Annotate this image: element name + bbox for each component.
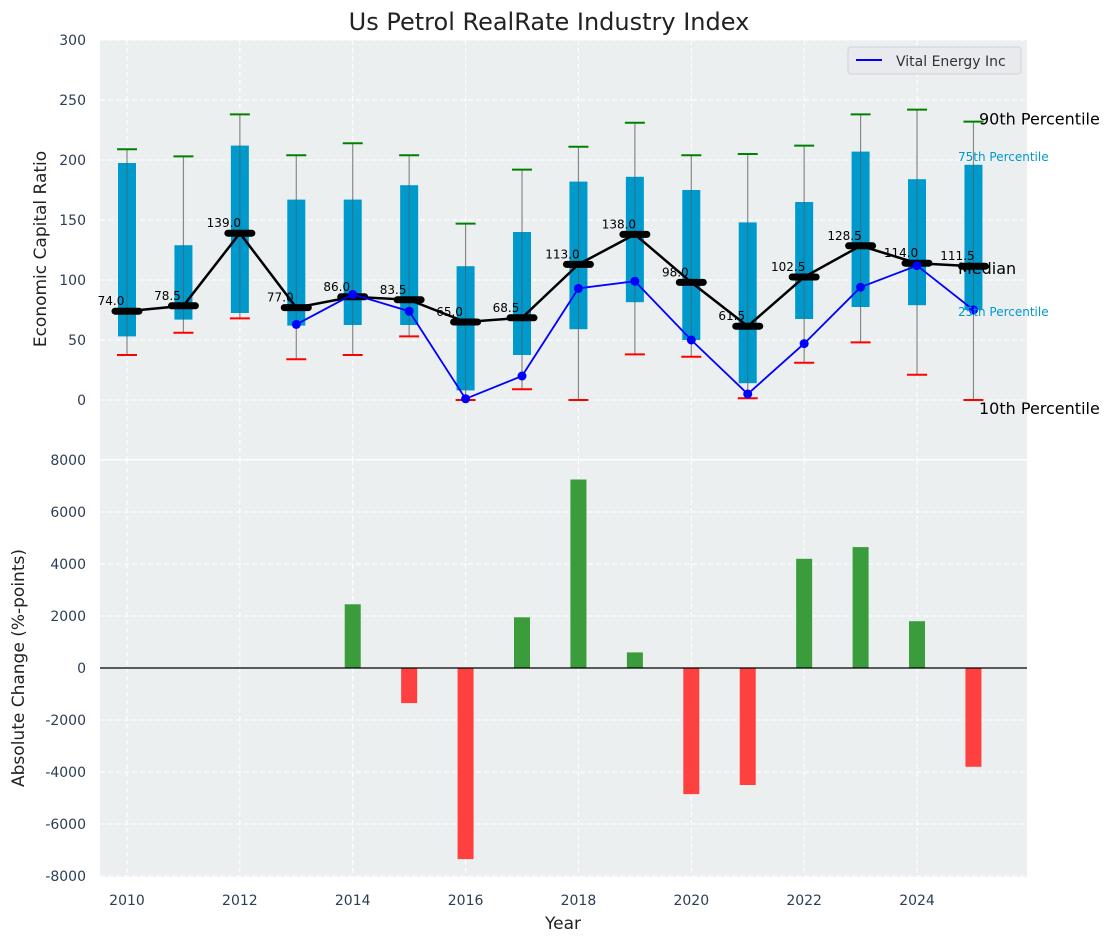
legend-label: Vital Energy Inc [896, 54, 1006, 70]
y-tick-label: 250 [59, 93, 86, 109]
company-point [912, 261, 922, 271]
company-point [348, 289, 358, 299]
y-tick-label: 0 [77, 393, 86, 409]
median-line [126, 231, 974, 328]
annotation-p75: 75th Percentile [958, 150, 1049, 164]
median-label: 114.0 [884, 246, 918, 260]
chart-title: Us Petrol RealRate Industry Index [349, 8, 750, 36]
median-label: 61.5 [718, 309, 745, 323]
x-tick-label: 2014 [335, 893, 371, 909]
median-label: 78.5 [154, 289, 181, 303]
change-bar [909, 621, 926, 668]
annotation-p25: 25th Percentile [958, 305, 1049, 319]
change-bar [626, 652, 643, 668]
x-axis-label: Year [544, 914, 581, 934]
company-point [517, 371, 527, 381]
company-point [799, 339, 809, 349]
y-tick-label: 100 [59, 273, 86, 289]
x-tick-label: 2016 [448, 893, 484, 909]
company-point [743, 389, 753, 399]
company-point [573, 283, 583, 293]
median-label: 111.5 [940, 249, 974, 263]
company-point [968, 305, 978, 315]
change-bar [514, 617, 531, 668]
median-label: 138.0 [602, 217, 636, 231]
change-bar [457, 668, 474, 860]
y-axis-label-top: Economic Capital Ratio [31, 151, 51, 347]
y-tick-label: 6000 [50, 505, 86, 521]
median-label: 83.5 [380, 283, 407, 297]
median-label: 77.0 [267, 291, 294, 305]
legend: Vital Energy Inc [847, 46, 1022, 75]
median-label: 98.0 [662, 265, 689, 279]
median-label: 113.0 [545, 247, 579, 261]
company-point [856, 282, 866, 292]
annotation-p90: 90th Percentile [979, 110, 1100, 129]
company-point [461, 394, 471, 404]
annotation-p10: 10th Percentile [979, 399, 1100, 418]
y-tick-label: -8000 [45, 869, 86, 885]
y-axis-label-bottom: Absolute Change (%-points) [9, 549, 29, 787]
company-point [686, 335, 696, 345]
median-label: 139.0 [207, 216, 241, 230]
x-tick-label: 2022 [786, 893, 822, 909]
change-bar [570, 479, 587, 668]
change-bar [965, 668, 982, 767]
y-tick-label: 200 [59, 153, 86, 169]
company-point [630, 276, 640, 286]
x-tick-label: 2020 [673, 893, 709, 909]
company-point [404, 306, 414, 316]
change-bar [796, 558, 813, 668]
company-point [291, 319, 301, 329]
median-label: 65.0 [436, 305, 463, 319]
y-tick-label: 2000 [50, 609, 86, 625]
x-tick-label: 2012 [222, 893, 258, 909]
median-label: 102.5 [771, 260, 805, 274]
change-bar [344, 604, 361, 668]
y-tick-label: 150 [59, 213, 86, 229]
change-bar [852, 547, 869, 668]
y-tick-label: 50 [68, 333, 86, 349]
median-label: 74.0 [98, 294, 125, 308]
change-bar [401, 668, 418, 704]
median-label: 128.5 [827, 229, 861, 243]
annotation-median: Median [958, 259, 1016, 278]
median-label: 86.0 [323, 280, 350, 294]
change-bar [683, 668, 700, 795]
y-tick-label: -6000 [45, 817, 86, 833]
legend-box [847, 46, 1022, 75]
y-tick-label: 0 [77, 661, 86, 677]
x-tick-label: 2018 [561, 893, 597, 909]
y-tick-label: 300 [59, 33, 86, 49]
y-tick-label: -4000 [45, 765, 86, 781]
y-tick-label: -2000 [45, 713, 86, 729]
y-tick-label: 8000 [50, 453, 86, 469]
x-tick-label: 2010 [109, 893, 145, 909]
median-label: 68.5 [493, 301, 520, 315]
y-tick-label: 4000 [50, 557, 86, 573]
change-bar [739, 668, 756, 785]
x-tick-label: 2024 [899, 893, 935, 909]
